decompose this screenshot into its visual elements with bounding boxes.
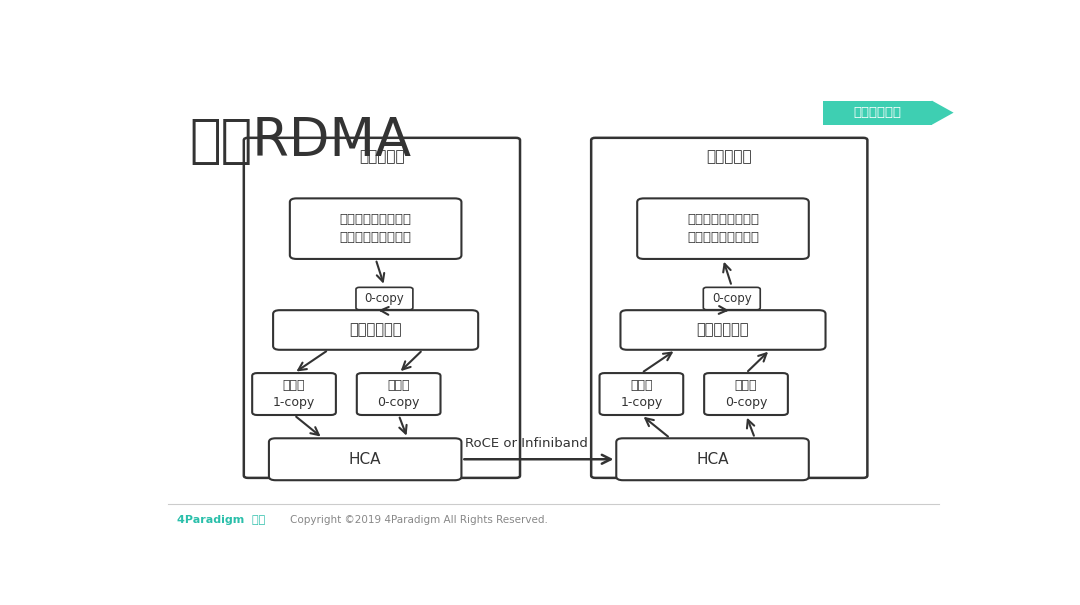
Text: 多段连续内存: 多段连续内存: [350, 322, 402, 338]
FancyBboxPatch shape: [620, 310, 825, 350]
FancyBboxPatch shape: [617, 438, 809, 480]
Text: HCA: HCA: [697, 452, 729, 466]
FancyBboxPatch shape: [289, 198, 461, 259]
Text: 小消息
1-copy: 小消息 1-copy: [273, 379, 315, 409]
FancyBboxPatch shape: [591, 138, 867, 478]
FancyBboxPatch shape: [599, 373, 684, 415]
Text: 0-copy: 0-copy: [365, 292, 404, 305]
FancyBboxPatch shape: [253, 373, 336, 415]
Text: 样本模型（结构体、
基础类型数据结构）: 样本模型（结构体、 基础类型数据结构）: [339, 213, 411, 244]
Text: 共享内存池: 共享内存池: [706, 149, 752, 165]
Text: 0-copy: 0-copy: [712, 292, 752, 305]
FancyBboxPatch shape: [244, 138, 521, 478]
Text: RoCE or Infiniband: RoCE or Infiniband: [465, 437, 589, 450]
Text: 引入RDMA: 引入RDMA: [189, 114, 411, 166]
FancyBboxPatch shape: [356, 287, 413, 310]
Polygon shape: [932, 100, 954, 125]
Text: 多段连续内存: 多段连续内存: [697, 322, 750, 338]
Text: 推荐系统学院: 推荐系统学院: [853, 106, 902, 119]
FancyBboxPatch shape: [704, 373, 788, 415]
FancyBboxPatch shape: [823, 100, 932, 125]
Text: 大消息
0-copy: 大消息 0-copy: [378, 379, 420, 409]
Text: Copyright ©2019 4Paradigm All Rights Reserved.: Copyright ©2019 4Paradigm All Rights Res…: [289, 515, 548, 525]
FancyBboxPatch shape: [269, 438, 461, 480]
Text: 4Paradigm  先荐: 4Paradigm 先荐: [177, 515, 265, 525]
Text: 样本模型（结构体、
基础类型数据结构）: 样本模型（结构体、 基础类型数据结构）: [687, 213, 759, 244]
FancyBboxPatch shape: [637, 198, 809, 259]
Text: HCA: HCA: [349, 452, 381, 466]
FancyBboxPatch shape: [273, 310, 478, 350]
FancyBboxPatch shape: [703, 287, 760, 310]
FancyBboxPatch shape: [356, 373, 441, 415]
Text: 共享内存池: 共享内存池: [360, 149, 405, 165]
Text: 大消息
0-copy: 大消息 0-copy: [725, 379, 767, 409]
Text: 小消息
1-copy: 小消息 1-copy: [620, 379, 662, 409]
